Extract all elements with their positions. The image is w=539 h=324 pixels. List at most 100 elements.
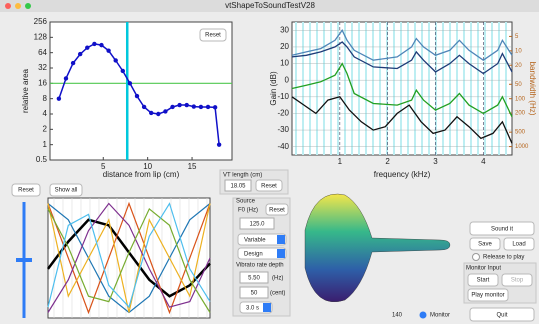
button-label: Reset <box>261 184 277 190</box>
y-tick-label: 16 <box>38 78 47 87</box>
y2-tick-label: 100 <box>515 96 526 102</box>
y-tick-label: 2 <box>43 124 48 133</box>
radio-label: Monitor <box>430 313 450 319</box>
data-point <box>99 43 103 47</box>
y2-tick-label: 20 <box>515 63 522 69</box>
minimize-button[interactable] <box>15 3 21 9</box>
field-value: 50 <box>251 291 258 297</box>
label: Vibrato rate depth <box>236 263 284 269</box>
button-label: Quit <box>496 313 507 319</box>
data-point <box>217 142 221 146</box>
y2-tick-label: 10 <box>515 48 522 54</box>
x-tick-label: 2 <box>385 157 390 166</box>
data-point <box>142 105 146 109</box>
data-point <box>113 58 117 62</box>
field-value: 125.0 <box>249 222 265 228</box>
y-axis-label: relative area <box>21 68 30 113</box>
y2-tick-label: 500 <box>515 130 526 136</box>
data-point <box>106 48 110 52</box>
dropdown-label: Variable <box>244 238 266 244</box>
data-point <box>185 103 189 107</box>
button-label: Sound it <box>491 227 513 233</box>
label: F0 (Hz) <box>238 208 258 214</box>
data-point <box>213 105 217 109</box>
data-point <box>78 52 82 56</box>
zoom-button[interactable] <box>25 3 31 9</box>
radio-label: Release to play <box>483 255 524 261</box>
app-window: vtShapeToSoundTestV28 Reset Reset Show a… <box>0 0 539 324</box>
data-point <box>64 76 68 80</box>
button-label: Reset <box>269 208 285 214</box>
y-tick-label: -20 <box>277 109 289 118</box>
y-tick-label: 0 <box>285 75 290 84</box>
data-point <box>92 42 96 46</box>
data-point <box>128 81 132 85</box>
label: VT length (cm) <box>223 173 262 179</box>
vocal-tract-3d <box>305 194 450 302</box>
data-point <box>206 105 210 109</box>
counter: 140 <box>392 313 403 319</box>
x-axis-label: frequency (kHz) <box>374 170 431 179</box>
button-label: Save <box>478 242 492 248</box>
x-tick-label: 1 <box>338 157 343 166</box>
release-radio[interactable] <box>473 254 480 261</box>
button-label: Load <box>512 242 525 248</box>
y2-tick-label: 5 <box>515 34 519 40</box>
y-tick-label: 32 <box>38 63 47 72</box>
field-value: 5.50 <box>248 276 260 282</box>
y-tick-label: 8 <box>43 94 48 103</box>
dropdown-arrow <box>277 235 285 244</box>
monitor-radio[interactable] <box>420 312 427 319</box>
dropdown-arrow <box>263 303 271 312</box>
button-label: Play monitor <box>471 293 504 299</box>
dropdown-label: Design <box>244 252 263 258</box>
y-tick-label: 0.5 <box>36 155 48 164</box>
data-point <box>71 61 75 65</box>
button-label: Reset <box>18 188 34 194</box>
unit-label: (cent) <box>270 291 285 297</box>
y-tick-label: 10 <box>280 59 289 68</box>
data-point <box>156 112 160 116</box>
y-tick-label: -10 <box>277 92 289 101</box>
x-axis-label: distance from lip (cm) <box>103 170 180 179</box>
data-point <box>170 105 174 109</box>
data-point <box>199 105 203 109</box>
area-plot <box>50 22 232 160</box>
y-tick-label: 30 <box>280 25 289 34</box>
y-tick-label: 4 <box>43 109 48 118</box>
data-point <box>149 111 153 115</box>
x-tick-label: 4 <box>481 157 486 166</box>
data-point <box>163 109 167 113</box>
slider-thumb[interactable] <box>16 258 32 262</box>
window-title: vtShapeToSoundTestV28 <box>225 1 315 10</box>
data-point <box>192 104 196 108</box>
y-tick-label: -40 <box>277 142 289 151</box>
button-label: Show all <box>55 188 78 194</box>
unit-label: (Hz) <box>272 276 283 282</box>
y2-tick-label: 200 <box>515 111 526 117</box>
x-tick-label: 3 <box>433 157 438 166</box>
label: Monitor Input <box>466 266 501 272</box>
data-point <box>85 46 89 50</box>
button-label: Reset <box>205 33 221 39</box>
data-point <box>135 94 139 98</box>
button-label: Start <box>477 278 490 284</box>
y2-tick-label: 1000 <box>515 144 529 150</box>
field-value: 18.05 <box>230 184 246 190</box>
y-tick-label: 64 <box>38 48 47 57</box>
data-point <box>121 69 125 73</box>
dropdown-label: 3.0 s <box>246 306 259 312</box>
x-tick-label: 15 <box>188 162 197 171</box>
close-button[interactable] <box>5 3 11 9</box>
y2-tick-label: 50 <box>515 82 522 88</box>
data-point <box>57 96 61 100</box>
y-axis-label: Gain (dB) <box>269 71 278 106</box>
y-tick-label: -30 <box>277 125 289 134</box>
y-tick-label: 20 <box>280 42 289 51</box>
dropdown-arrow <box>277 249 285 258</box>
y-tick-label: 1 <box>43 140 48 149</box>
y-tick-label: 128 <box>34 32 48 41</box>
y2-axis-label: bandwidth (Hz) <box>528 62 537 116</box>
button-label: Stop <box>511 278 524 284</box>
data-point <box>177 103 181 107</box>
